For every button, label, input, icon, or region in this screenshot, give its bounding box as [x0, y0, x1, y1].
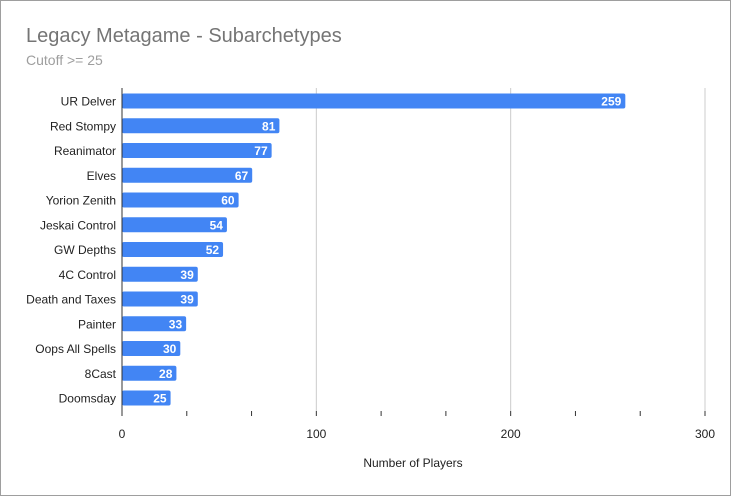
- bar-12: [122, 390, 171, 406]
- category-label-9: Painter: [78, 317, 116, 331]
- bar-0: [122, 93, 626, 109]
- data-label-7: 39: [180, 268, 194, 282]
- data-label-9: 33: [169, 317, 183, 331]
- tick-label-200: 200: [501, 427, 521, 441]
- x-axis: 0 100 200 300: [119, 88, 715, 441]
- category-label-8: Death and Taxes: [26, 293, 116, 307]
- category-label-11: 8Cast: [85, 367, 117, 381]
- data-label-12: 25: [153, 392, 167, 406]
- category-label-5: Jeskai Control: [40, 218, 116, 232]
- data-label-8: 39: [180, 293, 194, 307]
- category-label-3: Elves: [87, 169, 116, 183]
- bar-8: [122, 291, 198, 307]
- bar-9: [122, 316, 187, 332]
- category-label-10: Oops All Spells: [35, 342, 116, 356]
- bar-5: [122, 217, 227, 233]
- chart-title: Legacy Metagame - Subarchetypes: [26, 25, 342, 47]
- bar-3: [122, 167, 253, 183]
- category-label-0: UR Delver: [61, 95, 116, 109]
- bar-7: [122, 266, 198, 282]
- bar-10: [122, 341, 181, 356]
- x-axis-title: Number of Players: [363, 456, 462, 470]
- category-label-7: 4C Control: [59, 268, 116, 282]
- bar-4: [122, 192, 239, 208]
- data-label-4: 60: [221, 194, 235, 208]
- tick-label-100: 100: [306, 427, 326, 441]
- data-label-3: 67: [235, 169, 249, 183]
- bar-11: [122, 365, 177, 381]
- data-label-11: 28: [159, 367, 173, 381]
- data-label-6: 52: [206, 243, 220, 257]
- data-label-0: 259: [601, 95, 621, 109]
- category-labels: UR Delver Red Stompy Reanimator Elves Yorion…: [26, 95, 116, 406]
- data-label-5: 54: [210, 218, 224, 232]
- tick-label-300: 300: [695, 427, 715, 441]
- bar-6: [122, 242, 224, 257]
- data-label-1: 81: [262, 119, 276, 133]
- category-label-12: Doomsday: [59, 392, 116, 406]
- category-label-2: Reanimator: [54, 144, 116, 158]
- bar-2: [122, 143, 272, 158]
- bar-1: [122, 118, 280, 134]
- data-label-2: 77: [254, 144, 268, 158]
- category-label-6: GW Depths: [54, 243, 116, 257]
- tick-label-0: 0: [119, 427, 126, 441]
- chart-subtitle: Cutoff >= 25: [26, 52, 103, 68]
- category-label-1: Red Stompy: [50, 119, 116, 133]
- category-label-4: Yorion Zenith: [46, 194, 116, 208]
- gridlines: [315, 88, 706, 411]
- data-label-10: 30: [163, 342, 177, 356]
